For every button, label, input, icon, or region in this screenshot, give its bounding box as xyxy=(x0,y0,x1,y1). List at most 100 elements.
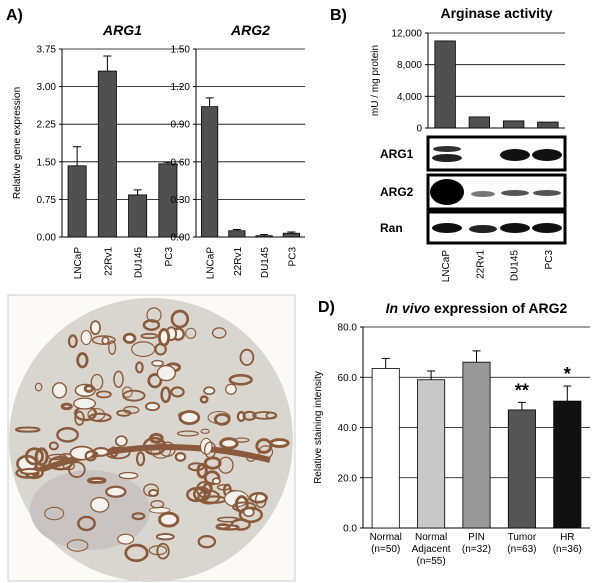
bar xyxy=(371,368,400,529)
x-tick-label: DU145 xyxy=(134,247,145,279)
y-tick-label: 1.50 xyxy=(171,45,191,56)
y-tick-label: 0.00 xyxy=(171,233,191,244)
blot-label: ARG2 xyxy=(380,185,414,199)
gland xyxy=(199,395,209,404)
gland xyxy=(113,370,124,388)
x-tick-label: PIN xyxy=(468,532,485,543)
band xyxy=(432,154,462,162)
gland xyxy=(203,470,221,486)
band xyxy=(500,149,530,161)
x-tick-label: LNCaP xyxy=(73,247,84,280)
gland xyxy=(131,512,146,521)
gland xyxy=(86,476,107,484)
bar xyxy=(67,165,87,238)
y-tick-label: 1.50 xyxy=(37,157,57,168)
gland xyxy=(15,426,41,433)
gland xyxy=(196,462,208,479)
gland xyxy=(176,430,199,437)
gland xyxy=(170,309,190,329)
gland xyxy=(24,447,44,466)
x-tick-label: 22Rv1 xyxy=(475,250,486,279)
gland xyxy=(143,483,160,497)
y-tick-label: 20.0 xyxy=(338,473,358,484)
gland xyxy=(69,445,95,461)
gland xyxy=(76,352,89,369)
gland xyxy=(56,427,79,443)
gland xyxy=(150,500,165,509)
chart-title: Arginase activity xyxy=(440,5,552,21)
gland xyxy=(197,534,217,549)
gland xyxy=(91,335,116,345)
gland xyxy=(84,450,97,462)
gland xyxy=(80,330,92,346)
x-tick-label: (n=55) xyxy=(417,556,446,567)
gland xyxy=(150,443,172,459)
blot-label: Ran xyxy=(380,221,403,235)
chart-title: ARG2 xyxy=(230,22,270,38)
y-axis-label: mU / mg protein xyxy=(370,45,381,116)
gland xyxy=(215,523,231,531)
gland xyxy=(116,409,132,417)
gland xyxy=(203,386,216,396)
bar xyxy=(434,40,456,129)
gland xyxy=(48,441,59,451)
bar xyxy=(228,230,246,238)
gland xyxy=(156,542,170,560)
panel-label: B) xyxy=(330,7,347,24)
y-axis-label: Relative staining intensity xyxy=(313,371,324,484)
title-italic: In vivo xyxy=(386,300,431,316)
gland xyxy=(234,437,250,443)
band xyxy=(433,146,461,152)
x-tick-label: 22Rv1 xyxy=(233,247,244,276)
band xyxy=(432,223,462,233)
gland xyxy=(200,437,213,455)
panel-label: A) xyxy=(6,7,23,24)
gland xyxy=(135,361,144,374)
y-tick-label: 0.30 xyxy=(171,195,191,206)
bar xyxy=(553,400,582,529)
gland xyxy=(186,487,207,503)
band xyxy=(501,190,529,196)
gland xyxy=(114,435,128,447)
y-tick-label: 0.60 xyxy=(171,157,191,168)
x-tick-label: PC3 xyxy=(544,250,555,270)
x-tick-label: Normal xyxy=(370,532,402,543)
gland xyxy=(89,320,101,336)
gland xyxy=(124,543,149,563)
bar xyxy=(97,70,117,238)
western-blot: ARG1 ARG2 Ran xyxy=(380,135,567,245)
gland xyxy=(149,506,171,514)
gland xyxy=(122,332,137,344)
gland xyxy=(77,515,96,532)
gland xyxy=(211,477,221,485)
gland xyxy=(105,485,127,498)
gland xyxy=(246,453,256,462)
x-tick-label: (n=36) xyxy=(553,544,582,555)
bar xyxy=(507,409,536,529)
bar xyxy=(462,361,491,529)
gland xyxy=(219,437,239,450)
y-tick-label: 80.0 xyxy=(338,323,358,334)
gland xyxy=(144,401,161,412)
gland xyxy=(200,428,210,434)
gland xyxy=(207,411,231,425)
x-tick-label: HR xyxy=(560,532,574,543)
gland xyxy=(83,384,95,393)
gland xyxy=(156,364,177,382)
gland xyxy=(66,539,89,552)
y-tick-label: 3.00 xyxy=(37,82,57,93)
y-tick-label: 2.25 xyxy=(37,120,57,131)
band xyxy=(500,223,530,233)
gland xyxy=(95,390,112,399)
x-tick-label: Adjacent xyxy=(412,544,451,555)
gland xyxy=(142,319,161,331)
annotation: ** xyxy=(515,380,529,400)
bar xyxy=(417,379,446,529)
gland xyxy=(187,462,205,472)
chart-title: ARG1 xyxy=(102,22,142,38)
x-tick-label: (n=32) xyxy=(462,544,491,555)
y-tick-label: 0.00 xyxy=(37,233,57,244)
gland xyxy=(160,386,172,404)
gland xyxy=(203,456,222,470)
